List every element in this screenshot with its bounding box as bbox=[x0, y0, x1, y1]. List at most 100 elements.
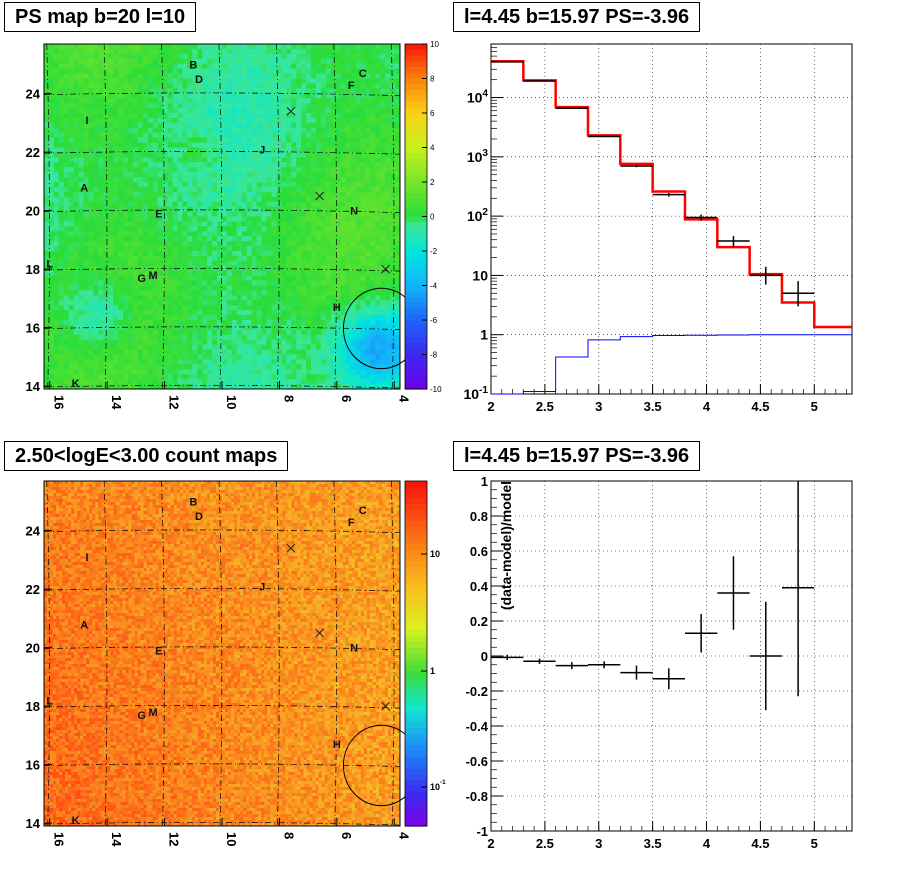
map-pixel bbox=[222, 44, 228, 50]
map-pixel bbox=[128, 329, 134, 336]
map-pixel bbox=[325, 290, 332, 296]
map-pixel bbox=[88, 275, 94, 282]
map-pixel bbox=[108, 63, 114, 70]
map-pixel bbox=[202, 359, 208, 365]
map-pixel bbox=[256, 270, 263, 277]
map-pixel bbox=[83, 206, 89, 213]
map-pixel bbox=[78, 270, 85, 277]
map-pixel bbox=[48, 310, 55, 316]
map-pixel bbox=[58, 339, 65, 346]
map-pixel bbox=[246, 339, 253, 346]
map-pixel bbox=[162, 251, 169, 257]
map-pixel bbox=[157, 58, 164, 65]
map-pixel bbox=[152, 206, 159, 213]
map-pixel bbox=[241, 142, 248, 148]
map-pixel bbox=[202, 132, 208, 139]
map-pixel bbox=[177, 182, 183, 188]
map-pixel bbox=[350, 147, 356, 153]
map-pixel bbox=[350, 68, 356, 75]
map-pixel bbox=[103, 177, 109, 183]
map-pixel bbox=[177, 305, 183, 311]
map-pixel bbox=[157, 44, 164, 50]
map-pixel bbox=[375, 324, 381, 331]
map-pixel bbox=[266, 122, 272, 129]
map-pixel bbox=[320, 98, 327, 104]
map-pixel bbox=[345, 201, 352, 208]
map-pixel bbox=[345, 63, 352, 70]
map-pixel bbox=[182, 305, 188, 311]
map-pixel bbox=[301, 142, 307, 148]
map-pixel bbox=[133, 103, 139, 109]
map-pixel bbox=[182, 117, 188, 124]
map-pixel bbox=[108, 216, 114, 222]
map-pixel bbox=[335, 320, 342, 326]
map-pixel bbox=[301, 88, 307, 94]
map-pixel bbox=[78, 68, 85, 75]
map-pixel bbox=[330, 53, 337, 60]
map-pixel bbox=[137, 369, 144, 375]
map-pixel bbox=[236, 354, 243, 360]
map-pixel bbox=[142, 374, 149, 380]
map-pixel bbox=[78, 78, 85, 84]
map-pixel bbox=[340, 295, 347, 301]
map-pixel bbox=[142, 108, 149, 114]
map-pixel bbox=[296, 221, 302, 227]
map-pixel bbox=[48, 201, 55, 208]
map-pixel bbox=[53, 329, 60, 336]
map-pixel bbox=[360, 231, 366, 237]
map-pixel bbox=[78, 157, 85, 163]
map-pixel bbox=[68, 142, 75, 148]
map-pixel bbox=[53, 344, 60, 351]
map-pixel bbox=[380, 300, 386, 306]
map-pixel bbox=[301, 265, 307, 272]
map-pixel bbox=[177, 177, 183, 183]
map-pixel bbox=[78, 152, 85, 158]
map-pixel bbox=[63, 132, 70, 139]
map-pixel bbox=[103, 127, 109, 134]
map-pixel bbox=[281, 53, 287, 60]
map-pixel bbox=[286, 157, 292, 163]
map-pixel bbox=[93, 147, 99, 153]
map-pixel bbox=[311, 53, 317, 60]
map-pixel bbox=[68, 379, 75, 385]
map-pixel bbox=[157, 251, 164, 257]
map-pixel bbox=[226, 324, 233, 331]
map-pixel bbox=[192, 177, 198, 183]
map-pixel bbox=[340, 44, 347, 50]
map-pixel bbox=[276, 122, 282, 129]
map-pixel bbox=[152, 68, 159, 75]
map-pixel bbox=[93, 93, 99, 99]
map-pixel bbox=[217, 329, 223, 336]
map-pixel bbox=[241, 206, 248, 213]
map-pixel bbox=[98, 98, 104, 104]
map-pixel bbox=[48, 246, 55, 252]
map-pixel bbox=[236, 344, 243, 351]
map-pixel bbox=[231, 182, 238, 188]
map-pixel bbox=[182, 364, 188, 370]
map-pixel bbox=[291, 260, 297, 267]
map-pixel bbox=[157, 374, 164, 380]
map-pixel bbox=[325, 48, 332, 55]
map-pixel bbox=[48, 93, 55, 99]
map-pixel bbox=[276, 63, 282, 70]
map-pixel bbox=[291, 280, 297, 286]
map-pixel bbox=[83, 334, 89, 341]
map-pixel bbox=[296, 280, 302, 286]
map-pixel bbox=[261, 329, 267, 336]
map-pixel bbox=[241, 305, 248, 311]
map-pixel bbox=[83, 265, 89, 272]
map-pixel bbox=[222, 88, 228, 94]
map-pixel bbox=[222, 329, 228, 336]
map-pixel bbox=[48, 270, 55, 277]
map-pixel bbox=[266, 44, 272, 50]
map-pixel bbox=[63, 108, 70, 114]
map-pixel bbox=[88, 122, 94, 129]
map-pixel bbox=[271, 157, 277, 163]
map-pixel bbox=[296, 206, 302, 213]
map-pixel bbox=[98, 275, 104, 282]
map-pixel bbox=[212, 300, 218, 306]
map-pixel bbox=[350, 349, 356, 355]
map-pixel bbox=[251, 255, 258, 262]
map-pixel bbox=[157, 162, 164, 168]
map-pixel bbox=[128, 339, 134, 346]
